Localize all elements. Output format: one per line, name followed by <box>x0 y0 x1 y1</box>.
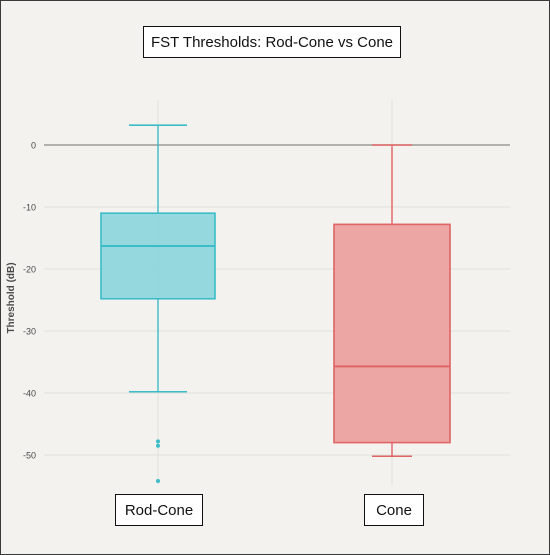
y-tick-label: -30 <box>23 327 36 337</box>
y-tick-label: 0 <box>31 141 36 151</box>
y-tick-label: -40 <box>23 389 36 399</box>
y-tick-label: -20 <box>23 265 36 275</box>
chart-title: FST Thresholds: Rod-Cone vs Cone <box>143 26 401 58</box>
y-tick-labels: 0 -10 -20 -30 -40 -50 <box>23 141 36 461</box>
box-cone <box>333 144 451 458</box>
box-layer <box>100 124 451 484</box>
box-rod-cone <box>100 124 216 484</box>
outlier-point <box>156 479 160 484</box>
y-tick-label: -50 <box>23 451 36 461</box>
outlier-point <box>156 439 160 444</box>
y-tick-label: -10 <box>23 203 36 213</box>
category-label-text: Rod-Cone <box>124 501 194 519</box>
outlier-point <box>156 443 160 448</box>
y-axis-label: Threshold (dB) <box>6 262 17 333</box>
category-label-text: Cone <box>376 501 412 519</box>
category-label-rod-cone: Rod-Cone <box>115 494 203 526</box>
category-label-cone: Cone <box>364 494 424 526</box>
chart-title-text: FST Thresholds: Rod-Cone vs Cone <box>150 33 394 51</box>
interquartile-box <box>333 223 451 444</box>
interquartile-box <box>100 212 216 300</box>
